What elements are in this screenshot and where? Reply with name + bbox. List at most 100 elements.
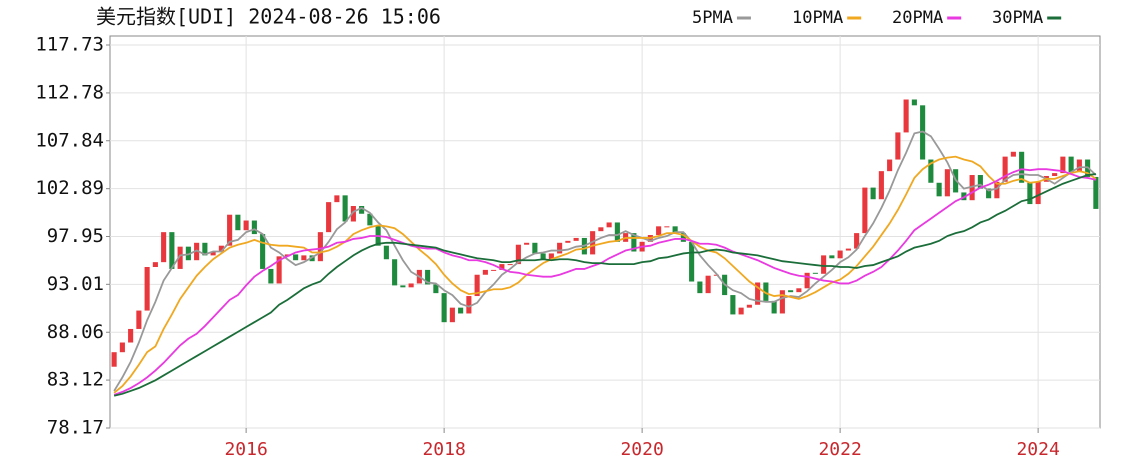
x-tick-label: 2018 xyxy=(422,439,465,460)
candle xyxy=(705,275,711,294)
candle xyxy=(466,296,472,314)
candle xyxy=(1019,151,1025,183)
candle xyxy=(664,226,670,228)
candle xyxy=(788,290,794,293)
candle xyxy=(524,242,530,245)
candle xyxy=(177,246,183,269)
candle xyxy=(218,245,224,252)
candle xyxy=(548,253,554,260)
candle xyxy=(1035,181,1041,205)
candle xyxy=(837,250,843,259)
candle xyxy=(730,295,736,315)
legend: 5PMA 10PMA 20PMA 30PMA xyxy=(692,8,1062,28)
candle xyxy=(565,240,571,243)
candle xyxy=(152,262,158,267)
candle xyxy=(507,264,513,266)
candle xyxy=(1068,156,1074,173)
y-tick-label: 83.12 xyxy=(47,369,104,391)
x-tick-label: 2016 xyxy=(224,439,267,460)
candle xyxy=(383,245,389,260)
candle xyxy=(532,242,538,254)
x-tick-label: 2022 xyxy=(818,439,861,460)
candle xyxy=(697,281,703,294)
candle xyxy=(689,241,695,282)
candle xyxy=(598,227,604,232)
candle xyxy=(235,214,241,231)
candle xyxy=(821,255,827,274)
candle xyxy=(136,310,142,329)
x-tick-label: 2024 xyxy=(1016,439,1059,460)
candle xyxy=(680,233,686,242)
candle xyxy=(573,237,579,241)
candle xyxy=(672,226,678,234)
candle xyxy=(169,232,175,269)
candle xyxy=(862,187,868,234)
candle xyxy=(449,307,455,323)
candle xyxy=(738,307,744,315)
candle xyxy=(631,233,637,252)
candle xyxy=(202,242,208,256)
candle xyxy=(161,232,167,263)
candle xyxy=(458,307,464,314)
candle xyxy=(474,274,480,297)
candle xyxy=(746,304,752,308)
ma-line xyxy=(113,155,1097,394)
x-tick-label: 2020 xyxy=(620,439,663,460)
candle xyxy=(812,272,818,274)
y-tick-label: 102.89 xyxy=(35,177,104,199)
legend-label: 20PMA xyxy=(892,8,943,28)
candle xyxy=(491,269,497,271)
candle xyxy=(1076,159,1082,173)
candle xyxy=(936,182,942,197)
candle xyxy=(260,234,266,269)
candle xyxy=(771,300,777,314)
candle xyxy=(614,222,620,242)
candle xyxy=(400,285,406,288)
ma-line xyxy=(113,130,1097,392)
y-tick-label: 93.01 xyxy=(47,273,104,295)
candle xyxy=(499,264,505,270)
candle xyxy=(804,272,810,289)
ma-line xyxy=(113,168,1097,396)
candle xyxy=(342,195,348,222)
candle xyxy=(350,206,356,222)
candle xyxy=(1010,151,1016,157)
candle xyxy=(713,274,719,276)
candle xyxy=(433,284,439,294)
candle xyxy=(845,248,851,251)
candle xyxy=(977,175,983,189)
candle xyxy=(392,259,398,286)
y-tick-label: 107.84 xyxy=(35,129,104,151)
candle xyxy=(854,233,860,249)
candle xyxy=(969,175,975,201)
candle xyxy=(359,206,365,214)
candle xyxy=(441,293,447,323)
candle xyxy=(928,159,934,183)
candle xyxy=(557,242,563,254)
candle xyxy=(656,226,662,236)
legend-label: 30PMA xyxy=(992,8,1043,28)
candle xyxy=(111,352,117,367)
candle xyxy=(755,282,761,305)
ma-line xyxy=(113,173,1096,397)
candle xyxy=(276,256,282,284)
candle xyxy=(367,213,373,226)
candle xyxy=(251,220,257,235)
candle xyxy=(895,132,901,160)
candle xyxy=(829,255,835,259)
candle xyxy=(796,288,802,293)
candle xyxy=(1093,176,1099,209)
chart-title: 美元指数[UDI] 2024-08-26 15:06 xyxy=(96,5,441,29)
legend-label: 10PMA xyxy=(792,8,843,28)
candle xyxy=(293,254,299,261)
candle xyxy=(408,283,414,288)
y-tick-label: 88.06 xyxy=(47,321,104,343)
candle xyxy=(903,99,909,133)
candle xyxy=(994,181,1000,199)
candle xyxy=(763,282,769,301)
candle xyxy=(128,328,134,343)
candle xyxy=(326,202,332,233)
legend-label: 5PMA xyxy=(692,8,733,28)
candle xyxy=(779,290,785,314)
